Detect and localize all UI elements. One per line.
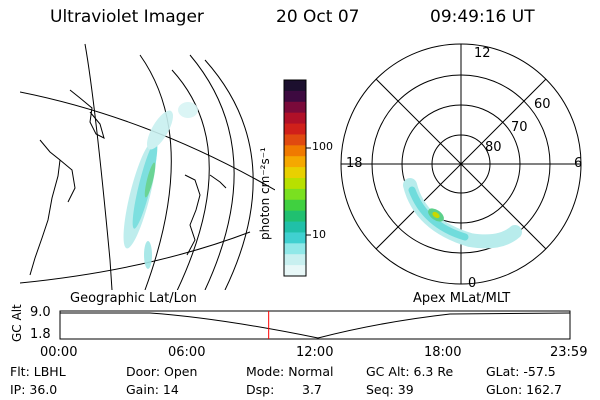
gain-status: Gain: 14 [126, 382, 179, 397]
timeline-x-tick-1200: 12:00 [296, 345, 334, 360]
coastline [29, 139, 76, 276]
colorbar-tick-10: 10 [312, 228, 326, 241]
colorbar-swatch [284, 178, 306, 190]
time-label: 09:49:16 UT [430, 7, 535, 27]
colorbar-swatch [284, 123, 306, 135]
sequence-status: Seq: 39 [366, 382, 414, 397]
altitude-curve [60, 312, 571, 339]
aurora-emission-geographic [123, 102, 198, 269]
glat-status: GLat: -57.5 [486, 364, 556, 379]
colorbar-swatch [284, 210, 306, 223]
gc-alt-status: GC Alt: 6.3 Re [366, 364, 454, 379]
colorbar-swatch [284, 265, 306, 277]
map-meridian [204, 59, 254, 290]
mlt-label-6: 6 [574, 156, 583, 171]
filter-status: Flt: LBHL [10, 364, 66, 379]
timeline-x-tick-0000: 00:00 [40, 345, 78, 360]
colorbar-swatch [284, 232, 306, 244]
aurora-emission-polar [403, 178, 522, 249]
timeline-y-tick-1-8: 1.8 [30, 327, 51, 342]
colorbar-swatch [284, 188, 306, 201]
coastline [69, 89, 105, 139]
colorbar-swatch [284, 167, 306, 179]
map-meridian [171, 69, 210, 290]
door-status: Door: Open [126, 364, 198, 379]
right-panel-label: Apex MLat/MLT [413, 291, 511, 306]
dsp-label: Dsp: [246, 382, 275, 397]
map-meridian [139, 54, 172, 290]
mlat-label-70: 70 [511, 120, 528, 135]
mlat-label-60: 60 [534, 97, 551, 112]
mlt-label-18: 18 [346, 156, 363, 171]
glon-status: GLon: 162.7 [486, 382, 562, 397]
ip-status: IP: 36.0 [10, 382, 58, 397]
colorbar-swatch [284, 90, 306, 103]
timeline-frame [59, 310, 571, 340]
colorbar-swatch [284, 156, 306, 168]
mlt-label-0: 0 [468, 276, 477, 291]
coastline [184, 174, 201, 256]
colorbar-swatch [284, 134, 306, 146]
map-upper-boundary [20, 91, 275, 191]
mlt-label-12: 12 [474, 46, 491, 61]
colorbar-swatch [284, 254, 306, 266]
colorbar-swatch [284, 243, 306, 255]
polar-meridian-diag [375, 78, 547, 250]
instrument-title: Ultraviolet Imager [50, 7, 204, 27]
colorbar-tick-100: 100 [312, 140, 333, 153]
colorbar [283, 79, 311, 277]
map-meridian [84, 43, 113, 290]
map-lower-boundary [20, 231, 251, 284]
coastline [209, 174, 227, 189]
colorbar-swatch [284, 112, 306, 125]
colorbar-swatch [284, 80, 306, 92]
timeline-x-tick-0600: 06:00 [168, 345, 206, 360]
dsp-value: 3.7 [302, 382, 322, 397]
left-panel-label: Geographic Lat/Lon [70, 291, 197, 306]
mlat-label-80: 80 [485, 140, 502, 155]
colorbar-swatch [284, 221, 306, 233]
colorbar-swatch [284, 101, 306, 114]
timeline-x-tick-1800: 18:00 [424, 345, 462, 360]
date-label: 20 Oct 07 [276, 7, 360, 27]
timeline-x-tick-2359: 23:59 [550, 345, 588, 360]
colorbar-swatch [284, 145, 306, 157]
map-meridian [189, 54, 235, 290]
colorbar-swatch [284, 199, 306, 212]
mode-status: Mode: Normal [246, 364, 334, 379]
timeline-y-tick-9: 9.0 [30, 305, 51, 320]
